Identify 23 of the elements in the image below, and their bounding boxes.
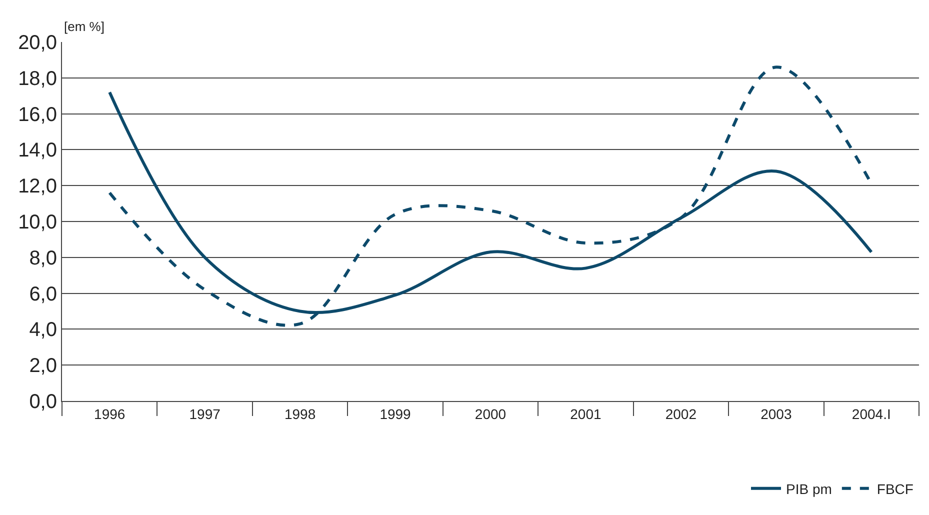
legend-label: FBCF: [876, 480, 914, 497]
y-tick-label: 16,0: [18, 104, 57, 126]
y-axis-title: [em %]: [64, 19, 104, 34]
y-tick-label: 0,0: [29, 391, 57, 413]
x-tick-label: 2002: [665, 406, 697, 422]
x-tick-label: 2001: [570, 406, 602, 422]
x-tick-label: 1996: [94, 406, 126, 422]
x-tick-label: 2004.I: [852, 406, 891, 422]
x-tick-label: 1998: [284, 406, 316, 422]
x-tick-label: 1997: [189, 406, 221, 422]
y-tick-label: 6,0: [29, 283, 57, 306]
x-tick-label: 1999: [380, 406, 412, 422]
y-tick-label: 20,0: [18, 32, 57, 54]
y-tick-label: 2,0: [29, 355, 57, 378]
y-tick-label: 14,0: [18, 140, 57, 162]
legend-label: PIB pm: [786, 480, 832, 497]
y-tick-label: 4,0: [29, 319, 57, 342]
x-tick-label: 2003: [760, 406, 792, 422]
x-tick-label: 2000: [474, 406, 506, 422]
y-tick-label: 12,0: [18, 176, 57, 198]
y-tick-label: 18,0: [18, 68, 57, 90]
y-tick-label: 10,0: [18, 212, 57, 234]
y-tick-label: 8,0: [29, 247, 57, 270]
